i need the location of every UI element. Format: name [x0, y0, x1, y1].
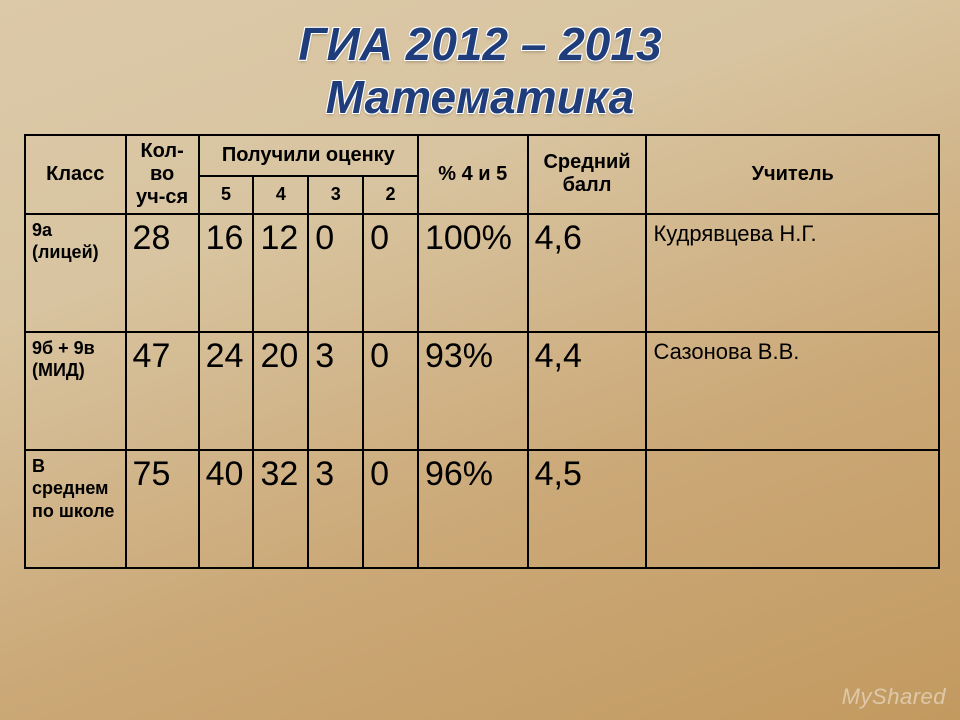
table-container: Класс Кол-во уч-ся Получили оценку % 4 и…: [0, 134, 960, 569]
table-row: 9б + 9в (МИД) 47 24 20 3 0 93% 4,4 Сазон…: [25, 332, 939, 450]
cell-g4: 20: [253, 332, 308, 450]
col-g2: 2: [363, 176, 418, 214]
cell-g3: 3: [308, 450, 363, 568]
table-row: В среднем по школе 75 40 32 3 0 96% 4,5: [25, 450, 939, 568]
col-g3: 3: [308, 176, 363, 214]
col-count: Кол-во уч-ся: [126, 135, 199, 214]
col-g5: 5: [199, 176, 254, 214]
col-avg: Средний балл: [528, 135, 647, 214]
header-row-1: Класс Кол-во уч-ся Получили оценку % 4 и…: [25, 135, 939, 176]
col-pct45: % 4 и 5: [418, 135, 528, 214]
cell-pct45: 93%: [418, 332, 528, 450]
results-table: Класс Кол-во уч-ся Получили оценку % 4 и…: [24, 134, 940, 569]
cell-g2: 0: [363, 214, 418, 332]
title-line-2: Математика: [0, 71, 960, 124]
cell-class: 9а (лицей): [25, 214, 126, 332]
cell-g5: 24: [199, 332, 254, 450]
cell-g2: 0: [363, 332, 418, 450]
cell-avg: 4,4: [528, 332, 647, 450]
page-title: ГИА 2012 – 2013 Математика: [0, 0, 960, 134]
cell-g4: 12: [253, 214, 308, 332]
watermark: MyShared: [842, 684, 946, 710]
cell-g2: 0: [363, 450, 418, 568]
cell-count: 28: [126, 214, 199, 332]
cell-count: 75: [126, 450, 199, 568]
col-class: Класс: [25, 135, 126, 214]
cell-g4: 32: [253, 450, 308, 568]
cell-class: В среднем по школе: [25, 450, 126, 568]
cell-avg: 4,6: [528, 214, 647, 332]
cell-count: 47: [126, 332, 199, 450]
cell-g5: 16: [199, 214, 254, 332]
cell-teacher: Сазонова В.В.: [646, 332, 939, 450]
col-got-grade: Получили оценку: [199, 135, 418, 176]
col-teacher: Учитель: [646, 135, 939, 214]
cell-teacher: Кудрявцева Н.Г.: [646, 214, 939, 332]
cell-teacher: [646, 450, 939, 568]
cell-g3: 3: [308, 332, 363, 450]
title-line-1: ГИА 2012 – 2013: [0, 18, 960, 71]
cell-g5: 40: [199, 450, 254, 568]
table-row: 9а (лицей) 28 16 12 0 0 100% 4,6 Кудрявц…: [25, 214, 939, 332]
cell-class: 9б + 9в (МИД): [25, 332, 126, 450]
cell-avg: 4,5: [528, 450, 647, 568]
col-g4: 4: [253, 176, 308, 214]
cell-g3: 0: [308, 214, 363, 332]
cell-pct45: 96%: [418, 450, 528, 568]
cell-pct45: 100%: [418, 214, 528, 332]
